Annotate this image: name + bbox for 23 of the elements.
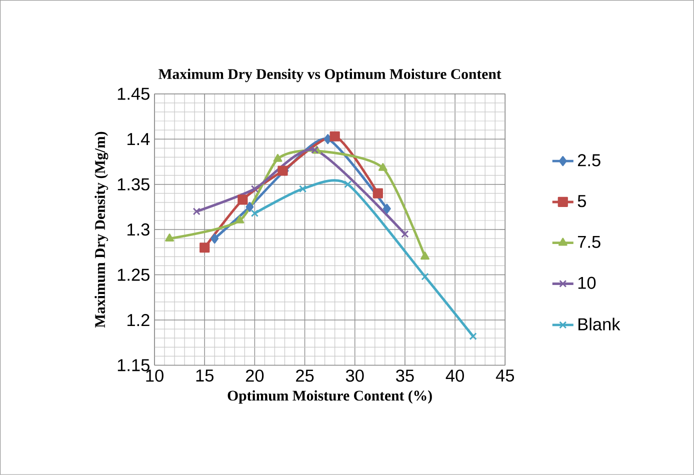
legend-label: 10: [578, 276, 596, 290]
y-axis-title: Maximum Dry Density (Mg/m): [94, 132, 108, 328]
legend-label: 5: [578, 195, 586, 208]
x-tick-label: 15: [196, 370, 214, 382]
legend-label: 2.5: [578, 154, 600, 166]
y-tick-label: 1.3: [128, 223, 150, 236]
x-tick-label: 35: [396, 370, 414, 382]
legend-label: Blank: [578, 318, 620, 331]
x-tick-label: 25: [296, 370, 314, 382]
chart-title: Maximum Dry Density vs Optimum Moisture Content: [158, 68, 502, 82]
y-tick-label: 1.35: [118, 178, 150, 190]
y-tick-label: 1.45: [118, 88, 150, 100]
x-axis-title: Optimum Moisture Content (%): [228, 390, 432, 404]
y-tick-label: 1.25: [118, 268, 150, 281]
x-tick-label: 10: [146, 370, 164, 382]
x-tick-label: 45: [496, 370, 514, 382]
x-tick-label: 20: [246, 370, 264, 382]
y-tick-label: 1.2: [128, 314, 150, 326]
x-tick-label: 30: [346, 370, 364, 382]
x-tick-label: 40: [446, 370, 464, 382]
y-tick-label: 1.4: [128, 133, 150, 146]
y-tick-label: 1.15: [118, 359, 150, 372]
legend-label: 7.5: [578, 236, 600, 248]
